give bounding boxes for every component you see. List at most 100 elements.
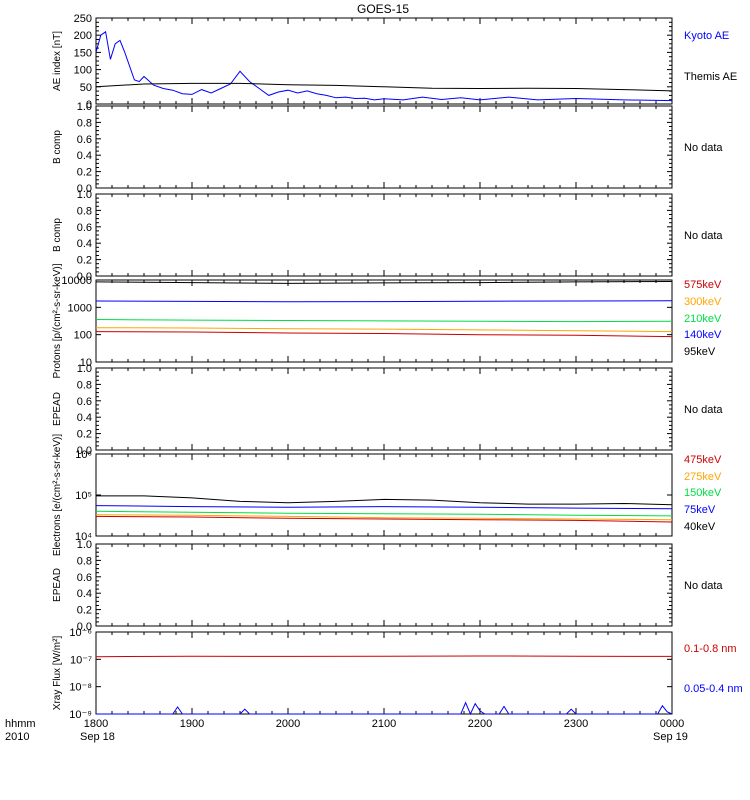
y-tick-label: 0.8 — [77, 205, 92, 217]
y-tick-label: 150 — [74, 47, 92, 59]
y-axis-label: Xray Flux [W/m²] — [52, 636, 63, 711]
legend-entry: Themis AE — [684, 71, 737, 83]
panel-frame — [95, 193, 673, 277]
legend-entry: 0.05-0.4 nm — [684, 683, 743, 695]
y-tick-label: 1.0 — [77, 363, 92, 375]
y-tick-label: 0.8 — [77, 555, 92, 567]
y-tick-label: 0.0 — [77, 621, 92, 633]
series-95kev — [95, 281, 673, 284]
y-tick-label: 1.0 — [77, 539, 92, 551]
y-tick-label: 0.2 — [77, 429, 92, 441]
x-tick-label: 2300 — [564, 718, 588, 730]
y-tick-label: 10⁶ — [75, 449, 92, 461]
series-0-1-0-8-nm — [95, 655, 673, 658]
y-tick-label: 10⁻⁶ — [69, 627, 92, 639]
legend-entry: 95keV — [684, 346, 716, 358]
legend-entry: Kyoto AE — [684, 30, 729, 42]
y-tick-label: 10 — [80, 357, 92, 369]
panel-8: 10⁻⁹ 10⁻⁸ 10⁻⁷ 10⁻⁶ Xray Flux [W/m²] 0.1-0.8 … — [52, 627, 743, 721]
y-tick-label: 0.6 — [77, 222, 92, 234]
y-tick-label: 0.4 — [77, 588, 92, 600]
y-tick-label: 0.0 — [77, 183, 92, 195]
y-axis-label: EPEAD — [52, 392, 63, 426]
series-475kev — [95, 515, 673, 523]
y-tick-label: 10⁻⁹ — [69, 709, 92, 721]
y-tick-label: 0.2 — [77, 255, 92, 267]
y-axis-label: Electrons [e/(cm²-s-sr-keV)] — [52, 434, 63, 556]
x-tick-label: 0000 — [660, 718, 684, 730]
y-tick-label: 0.0 — [77, 445, 92, 457]
x-tick-label: 2100 — [372, 718, 396, 730]
series-300kev — [95, 327, 673, 333]
y-tick-label: 10⁻⁸ — [69, 682, 92, 694]
panel-frame — [95, 453, 673, 537]
legend-entry: 575keV — [684, 279, 722, 291]
y-tick-label: 0.2 — [77, 605, 92, 617]
y-tick-label: 100 — [74, 330, 92, 342]
x-tick-label: 2000 — [276, 718, 300, 730]
panel-frame — [95, 367, 673, 451]
panels: 0 50 100 150 200 250 AE index [nT] Kyoto AE Them… — [52, 13, 743, 721]
legend-entry: 75keV — [684, 504, 716, 516]
y-tick-label: 0.2 — [77, 167, 92, 179]
panel-2: 0.0 0.2 0.4 0.6 0.8 1.0 B comp No data — [52, 101, 723, 195]
y-tick-label: 0.6 — [77, 134, 92, 146]
series-0-05-0-4-nm — [96, 701, 673, 716]
y-tick-label: 0.8 — [77, 117, 92, 129]
series-210kev — [95, 319, 673, 323]
hhmm-label: hhmm — [5, 718, 36, 730]
no-data-label: No data — [684, 230, 723, 242]
panel-5: 0.0 0.2 0.4 0.6 0.8 1.0 EPEAD No data — [52, 363, 723, 457]
time-axis: 1800 1900 2000 2100 2200 2300 0000 — [84, 718, 684, 730]
legend-entry: 140keV — [684, 329, 722, 341]
legend-entry: 150keV — [684, 487, 722, 499]
no-data-label: No data — [684, 580, 723, 592]
x-tick-label: 2200 — [468, 718, 492, 730]
y-axis-label: AE index [nT] — [52, 31, 63, 91]
series-275kev — [95, 514, 673, 521]
legend-entry: 300keV — [684, 296, 722, 308]
y-tick-label: 10⁴ — [75, 531, 92, 543]
y-tick-label: 0.4 — [77, 150, 92, 162]
no-data-label: No data — [684, 404, 723, 416]
legend-entry: 40keV — [684, 521, 716, 533]
y-tick-label: 200 — [74, 30, 92, 42]
date-end-label: Sep 19 — [653, 731, 688, 743]
series-150kev — [95, 510, 673, 517]
y-tick-label: 0.8 — [77, 379, 92, 391]
series-75kev — [95, 505, 673, 510]
series-kyoto-ae — [95, 30, 673, 102]
panel-3: 0.0 0.2 0.4 0.6 0.8 1.0 B comp No data — [52, 189, 723, 283]
y-axis-label: B comp — [52, 130, 63, 164]
y-tick-label: 1000 — [68, 302, 92, 314]
panel-6: 10⁴ 10⁵ 10⁶ Electrons [e/(cm²-s-sr-keV)] 475… — [52, 434, 722, 556]
y-tick-label: 10⁵ — [75, 490, 92, 502]
y-tick-label: 250 — [74, 13, 92, 25]
series-575kev — [95, 331, 673, 338]
y-tick-label: 0.4 — [77, 412, 92, 424]
no-data-label: No data — [684, 142, 723, 154]
y-tick-label: 50 — [80, 82, 92, 94]
y-tick-label: 1.0 — [77, 101, 92, 113]
panel-frame — [95, 631, 673, 715]
y-tick-label: 0.0 — [77, 271, 92, 283]
y-tick-label: 10000 — [61, 275, 92, 287]
series-themis-ae — [95, 82, 673, 92]
y-tick-label: 10⁻⁷ — [70, 654, 92, 666]
series-40kev — [96, 495, 673, 506]
y-tick-label: 0.6 — [77, 572, 92, 584]
year-label: 2010 — [5, 731, 29, 743]
plot-title: GOES-15 — [357, 2, 409, 16]
x-tick-label: 1900 — [180, 718, 204, 730]
x-tick-label: 1800 — [84, 718, 108, 730]
panel-1: 0 50 100 150 200 250 AE index [nT] Kyoto AE Them… — [52, 13, 737, 111]
panel-frame — [95, 17, 673, 105]
panel-frame — [95, 105, 673, 189]
y-tick-label: 1.0 — [77, 189, 92, 201]
y-tick-label: 0 — [86, 99, 92, 111]
y-axis-label: B comp — [52, 218, 63, 252]
legend-entry: 475keV — [684, 454, 722, 466]
